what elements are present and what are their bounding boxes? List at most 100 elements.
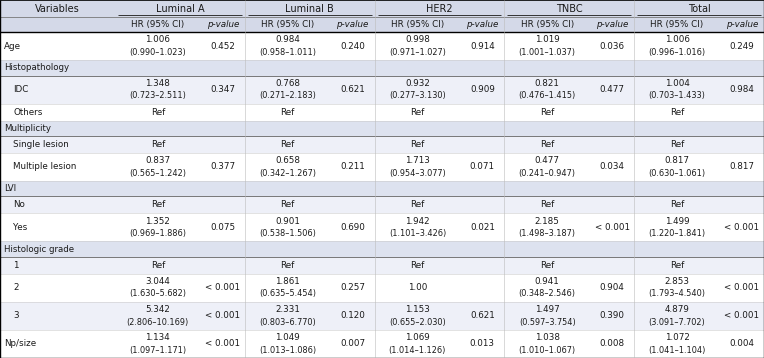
Text: 0.690: 0.690 (340, 223, 365, 232)
Text: 1.348: 1.348 (145, 79, 170, 88)
Text: (0.703–1.433): (0.703–1.433) (649, 91, 705, 100)
Text: (0.277–3.130): (0.277–3.130) (389, 91, 446, 100)
Text: (1.001–1.037): (1.001–1.037) (519, 48, 576, 57)
Text: (0.954–3.077): (0.954–3.077) (389, 169, 446, 178)
Text: p-value: p-value (726, 20, 758, 29)
Text: 0.821: 0.821 (535, 79, 560, 88)
Text: (0.241–0.947): (0.241–0.947) (519, 169, 576, 178)
Text: Ref: Ref (151, 200, 165, 209)
Text: IDC: IDC (13, 85, 28, 94)
Text: (0.971–1.027): (0.971–1.027) (389, 48, 446, 57)
Text: TNBC: TNBC (556, 4, 583, 14)
Text: 1.006: 1.006 (145, 35, 170, 44)
Text: Ref: Ref (540, 261, 555, 270)
Text: 0.249: 0.249 (730, 42, 754, 50)
Bar (0, 32, 764, 60)
Text: 0.837: 0.837 (145, 156, 170, 165)
Text: (0.996–1.016): (0.996–1.016) (649, 48, 706, 57)
Text: (0.476–1.415): (0.476–1.415) (519, 91, 576, 100)
Bar (0, 121, 764, 136)
Text: 0.932: 0.932 (405, 79, 430, 88)
Text: Ref: Ref (280, 261, 295, 270)
Text: HR (95% CI): HR (95% CI) (261, 20, 314, 29)
Text: p-value: p-value (206, 20, 239, 29)
Text: 0.257: 0.257 (340, 283, 365, 292)
Text: Ref: Ref (670, 108, 684, 117)
Text: 0.120: 0.120 (340, 311, 365, 320)
Text: 1.004: 1.004 (665, 79, 689, 88)
Text: 1.352: 1.352 (145, 217, 170, 226)
Bar (0, 302, 764, 330)
Text: Luminal A: Luminal A (156, 4, 204, 14)
Text: (0.348–2.546): (0.348–2.546) (519, 289, 576, 299)
Text: (0.723–2.511): (0.723–2.511) (129, 91, 186, 100)
Bar (0, 197, 764, 213)
Bar (0, 241, 764, 257)
Text: HR (95% CI): HR (95% CI) (650, 20, 704, 29)
Text: 0.452: 0.452 (210, 42, 235, 50)
Text: Ref: Ref (280, 200, 295, 209)
Text: Ref: Ref (670, 200, 684, 209)
Bar (0, 213, 764, 241)
Text: (1.498–3.187): (1.498–3.187) (519, 229, 576, 238)
Text: 1.00: 1.00 (408, 283, 427, 292)
Text: (1.010–1.067): (1.010–1.067) (519, 345, 576, 355)
Text: Multiple lesion: Multiple lesion (13, 163, 76, 171)
Text: p-value: p-value (466, 20, 499, 29)
Text: (0.342–1.267): (0.342–1.267) (259, 169, 316, 178)
Text: 3: 3 (13, 311, 18, 320)
Text: Histopathology: Histopathology (4, 63, 69, 72)
Text: 0.034: 0.034 (600, 163, 625, 171)
Text: Variables: Variables (35, 4, 80, 14)
Text: 0.007: 0.007 (340, 339, 365, 348)
Text: Np/size: Np/size (4, 339, 36, 348)
Text: < 0.001: < 0.001 (724, 223, 759, 232)
Text: 0.071: 0.071 (470, 163, 495, 171)
Text: (3.091–7.702): (3.091–7.702) (649, 318, 705, 326)
Text: 0.477: 0.477 (535, 156, 560, 165)
Text: < 0.001: < 0.001 (206, 339, 240, 348)
Text: 0.075: 0.075 (210, 223, 235, 232)
Text: 0.817: 0.817 (730, 163, 754, 171)
Bar (0, 330, 764, 358)
Text: (0.597–3.754): (0.597–3.754) (519, 318, 575, 326)
Text: 0.998: 0.998 (405, 35, 430, 44)
Text: 2.853: 2.853 (665, 277, 690, 286)
Text: (0.538–1.506): (0.538–1.506) (259, 229, 316, 238)
Text: 0.013: 0.013 (470, 339, 495, 348)
Text: (0.990–1.023): (0.990–1.023) (129, 48, 186, 57)
Text: (1.793–4.540): (1.793–4.540) (649, 289, 705, 299)
Text: Luminal B: Luminal B (285, 4, 334, 14)
Text: HER2: HER2 (426, 4, 453, 14)
Text: Ref: Ref (151, 108, 165, 117)
Text: 2.185: 2.185 (535, 217, 560, 226)
Text: HR (95% CI): HR (95% CI) (520, 20, 574, 29)
Text: 0.621: 0.621 (340, 85, 365, 94)
Bar (0, 104, 764, 121)
Text: 0.658: 0.658 (275, 156, 300, 165)
Text: (0.635–5.454): (0.635–5.454) (259, 289, 316, 299)
Text: 0.377: 0.377 (210, 163, 235, 171)
Text: Ref: Ref (151, 261, 165, 270)
Bar (0, 257, 764, 274)
Text: (0.969–1.886): (0.969–1.886) (129, 229, 186, 238)
Text: 1.072: 1.072 (665, 333, 689, 342)
Text: 0.390: 0.390 (600, 311, 625, 320)
Text: (0.271–2.183): (0.271–2.183) (259, 91, 316, 100)
Text: Ref: Ref (540, 108, 555, 117)
Text: 0.768: 0.768 (275, 79, 300, 88)
Text: 0.621: 0.621 (470, 311, 495, 320)
Text: Multiplicity: Multiplicity (4, 124, 51, 133)
Text: Age: Age (4, 42, 21, 50)
Text: 0.941: 0.941 (535, 277, 559, 286)
Text: 1: 1 (13, 261, 18, 270)
Bar (0, 0, 764, 17)
Text: Ref: Ref (151, 140, 165, 149)
Text: 1.006: 1.006 (665, 35, 689, 44)
Text: 5.342: 5.342 (145, 305, 170, 314)
Text: (0.565–1.242): (0.565–1.242) (129, 169, 186, 178)
Text: Ref: Ref (410, 108, 425, 117)
Text: 1.069: 1.069 (405, 333, 430, 342)
Text: < 0.001: < 0.001 (724, 283, 759, 292)
Text: < 0.001: < 0.001 (724, 311, 759, 320)
